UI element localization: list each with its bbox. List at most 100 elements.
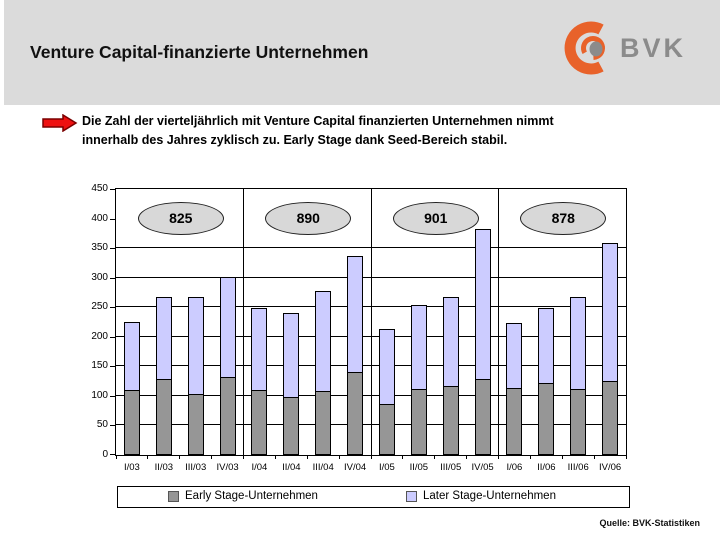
- red-arrow-icon: [42, 113, 78, 133]
- y-axis-tick: [110, 218, 116, 220]
- bar-segment-later: [378, 329, 395, 406]
- x-axis-label: I/06: [506, 462, 523, 473]
- bar-segment-later: [315, 290, 332, 393]
- y-axis-label: 100: [91, 389, 108, 401]
- lead-block: Die Zahl der vierteljährlich mit Venture…: [42, 112, 692, 150]
- x-axis-label: II/05: [409, 462, 429, 473]
- x-axis-tick: [115, 455, 117, 459]
- y-axis-tick: [110, 454, 116, 455]
- bvk-logo-icon: [564, 21, 605, 75]
- x-axis-label: II/03: [154, 462, 174, 473]
- y-axis-tick: [110, 189, 116, 190]
- bar-segment-later: [251, 308, 268, 391]
- x-axis-label: III/05: [440, 462, 462, 473]
- bar-segment-later: [570, 296, 587, 390]
- slide-title: Venture Capital-finanzierte Unternehmen: [30, 42, 369, 62]
- y-axis-label: 450: [91, 183, 108, 194]
- bar-segment-later: [538, 307, 555, 384]
- bar-segment-later: [347, 255, 364, 374]
- x-axis-tick: [338, 455, 340, 459]
- plot-area: 0 50 100 150 200 250 300 350 400 450 I/03 II/03 III/…: [91, 183, 627, 473]
- chart-legend: Early Stage-Unternehmen Later Stage-Unter…: [117, 486, 630, 508]
- bar-segment-early: [442, 385, 459, 455]
- x-axis-label: IV/05: [471, 462, 494, 473]
- bar-segment-later: [474, 229, 491, 381]
- bar-segment-early: [283, 397, 300, 455]
- bvk-logo-text: BVK: [620, 32, 687, 63]
- bar-segment-early: [187, 394, 204, 455]
- x-axis-tick: [211, 455, 213, 459]
- x-axis-tick: [529, 455, 531, 459]
- x-axis-tick: [593, 455, 595, 459]
- x-axis-tick: [561, 455, 563, 459]
- y-axis-tick: [110, 248, 116, 250]
- x-axis-tick: [179, 455, 181, 459]
- source-note: Quelle: BVK-Statistiken: [599, 518, 700, 528]
- bvk-logo: BVK: [560, 16, 710, 80]
- x-axis-label: II/06: [537, 462, 556, 473]
- x-axis-tick: [625, 455, 627, 459]
- y-axis-tick: [110, 425, 116, 427]
- x-axis-tick: [434, 455, 436, 459]
- y-axis-label: 50: [96, 419, 108, 431]
- y-axis-label: 250: [91, 301, 108, 313]
- x-axis-tick: [147, 455, 149, 459]
- x-axis-label: IV/06: [598, 462, 622, 473]
- lead-line-1: Die Zahl der vierteljährlich mit Venture…: [82, 114, 554, 128]
- y-axis-tick: [110, 366, 116, 368]
- bar-segment-early: [123, 389, 140, 455]
- bar-segment-early: [315, 391, 332, 455]
- bar-segment-later: [442, 296, 459, 387]
- header-bar: Venture Capital-finanzierte Unternehmen …: [4, 0, 720, 105]
- y-axis-tick: [110, 307, 116, 309]
- year-total-oval: 878: [520, 201, 607, 235]
- x-axis-tick: [466, 455, 468, 459]
- x-axis-tick: [370, 455, 372, 459]
- bar-segment-early: [506, 388, 523, 455]
- bar-segment-later: [283, 312, 300, 399]
- lead-text: Die Zahl der vierteljährlich mit Venture…: [82, 112, 554, 150]
- legend-label: Early Stage-Unternehmen: [185, 490, 318, 502]
- y-axis-tick: [110, 395, 116, 397]
- y-axis-tick: [110, 277, 116, 279]
- bar-segment-later: [506, 322, 523, 390]
- bar-segment-later: [219, 276, 236, 378]
- year-separator: [498, 189, 499, 455]
- legend-swatch-icon: [168, 490, 179, 502]
- year-total-oval: 825: [137, 201, 224, 235]
- bar-segment-early: [378, 404, 395, 455]
- bar-segment-early: [538, 382, 555, 455]
- year-separator: [243, 189, 244, 455]
- x-axis-tick: [306, 455, 308, 459]
- year-separator: [370, 189, 372, 455]
- x-axis-label: I/04: [251, 462, 268, 473]
- bar-segment-later: [155, 297, 172, 381]
- x-axis-tick: [498, 455, 499, 459]
- bar-segment-early: [474, 379, 491, 455]
- x-axis-label: IV/03: [216, 462, 239, 473]
- x-axis-label: IV/04: [343, 462, 367, 473]
- x-axis-label: I/03: [124, 462, 140, 473]
- x-axis-tick: [243, 455, 244, 459]
- x-axis-tick: [402, 455, 404, 459]
- y-axis-label: 200: [91, 330, 108, 342]
- x-axis-label: III/06: [567, 462, 589, 473]
- x-axis-label: II/04: [282, 462, 301, 473]
- bar-segment-later: [602, 243, 619, 383]
- legend-entry: Early Stage-Unternehmen: [168, 490, 318, 502]
- y-axis-label: 300: [91, 271, 108, 283]
- bar-segment-early: [602, 381, 619, 455]
- bar-segment-early: [155, 379, 172, 455]
- bar-segment-early: [251, 389, 268, 455]
- y-axis-label: 350: [91, 242, 108, 254]
- lead-line-2: innerhalb des Jahres zyklisch zu. Early …: [82, 133, 508, 147]
- legend-swatch-icon: [406, 490, 417, 502]
- bar-segment-early: [347, 372, 364, 455]
- x-axis-label: III/03: [185, 462, 207, 473]
- bar-segment-later: [187, 297, 204, 396]
- x-axis-tick: [274, 455, 276, 459]
- y-axis-label: 0: [102, 449, 108, 460]
- legend-entry: Later Stage-Unternehmen: [406, 490, 556, 502]
- bar-segment-early: [219, 376, 236, 455]
- legend-label: Later Stage-Unternehmen: [423, 490, 556, 502]
